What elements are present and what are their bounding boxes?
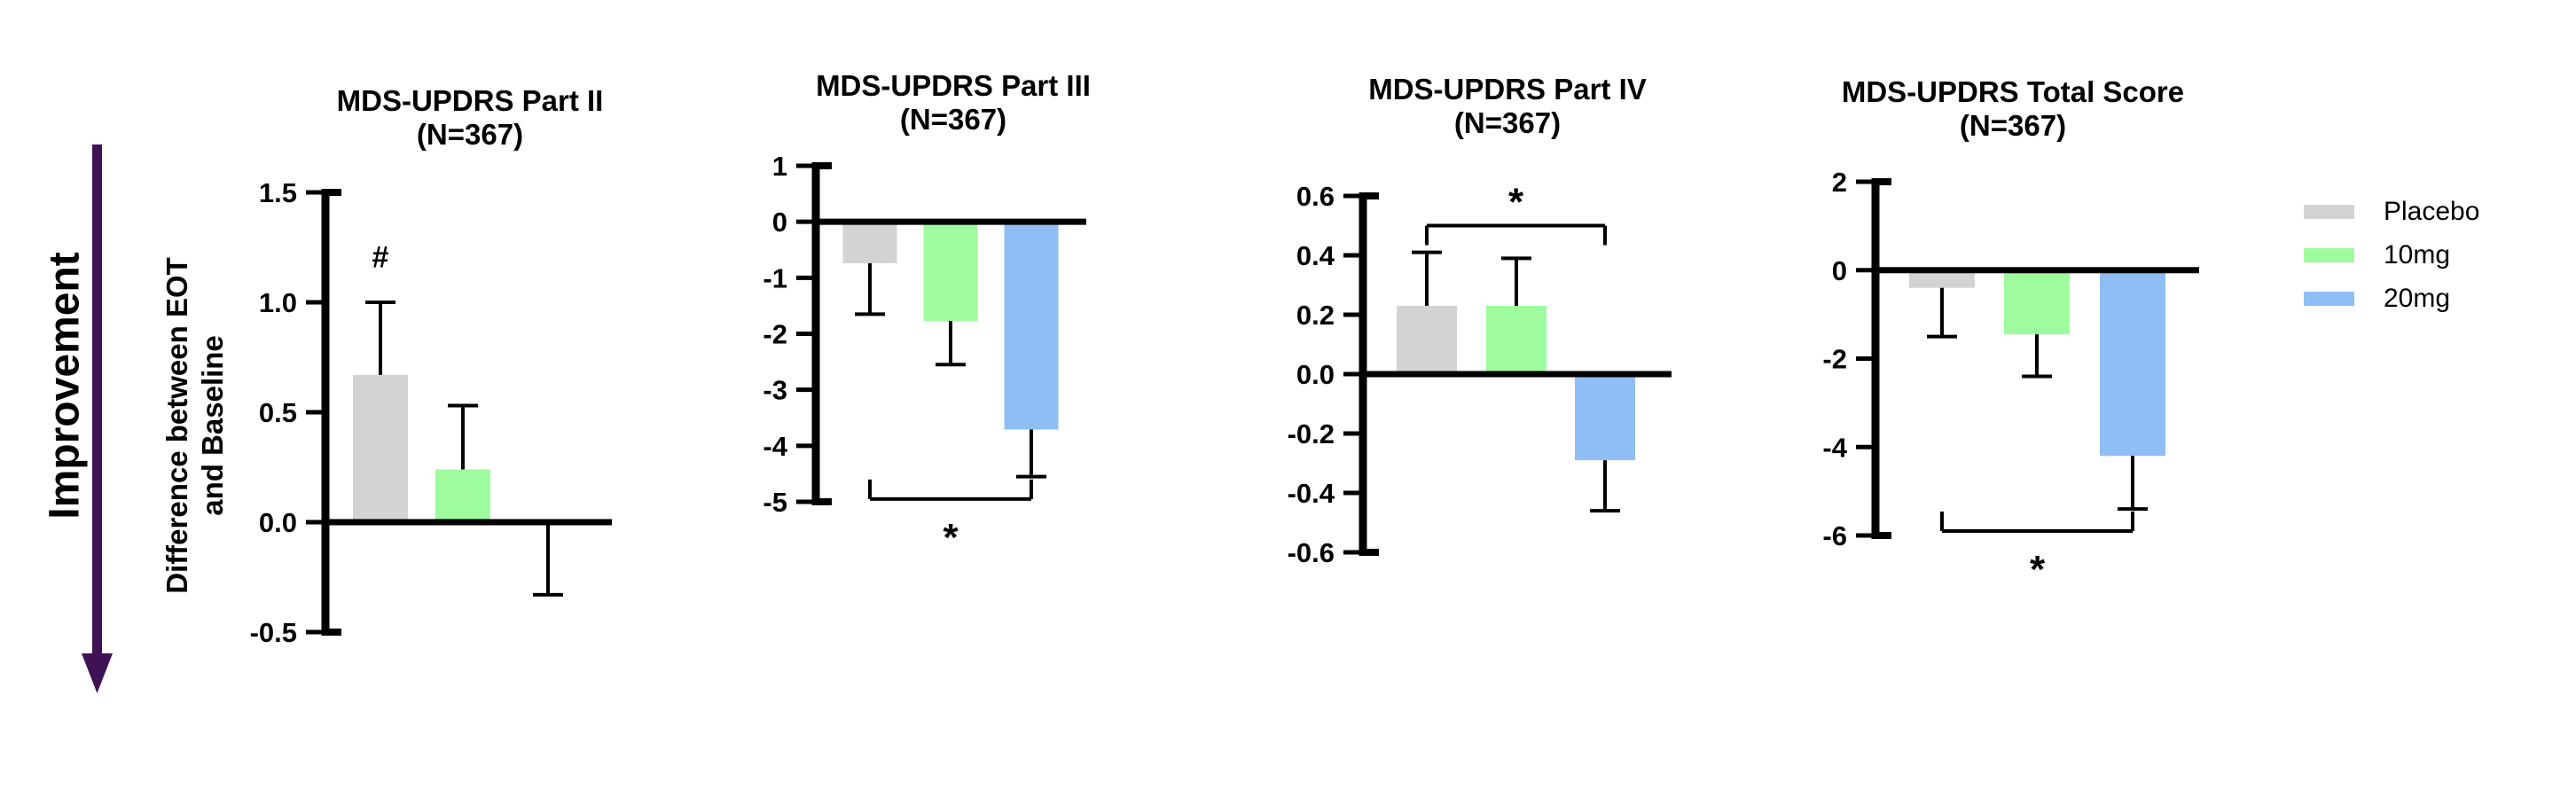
bar-20mg [1004,222,1059,430]
y-axis-label-line1: Difference between EOT [161,257,193,594]
chart-title-part4: MDS-UPDRS Part IV (N=367) [1224,73,1791,140]
significance-star: * [943,516,959,559]
legend-swatch-placebo [2304,204,2354,219]
chart-3-plot: 0.6 0.4 0.2 0.0 -0.2 -0.4 -0.6 * [1288,181,1672,568]
chart-subtitle-part2: (N=367) [416,118,524,151]
y-tick-label: 0.0 [259,507,297,538]
chart-subtitle-total: (N=367) [1959,109,2067,142]
y-tick-label: -5 [763,487,787,518]
y-tick-label: 0 [772,207,787,238]
improvement-label: Improvement [41,252,89,520]
chart-title-part3-text: MDS-UPDRS Part III [816,69,1091,102]
y-tick-label: -4 [1822,432,1847,463]
y-tick-label: -0.5 [250,617,297,648]
y-tick-label: 0.4 [1296,240,1335,271]
bar-10mg [1486,305,1546,374]
y-tick-label: 0 [1832,255,1847,286]
bar-10mg [923,222,978,321]
y-tick-label: 0.0 [1296,359,1335,390]
y-axis-label-line2: and Baseline [196,335,229,516]
chart-title-total-text: MDS-UPDRS Total Score [1841,75,2185,108]
chart-title-part3: MDS-UPDRS Part III (N=367) [669,69,1237,137]
y-tick-label: -0.4 [1288,478,1335,509]
significance-hash: # [372,240,389,274]
y-tick-label: -2 [1822,344,1847,375]
y-tick-label: -0.6 [1288,537,1335,568]
chart-title-part2-text: MDS-UPDRS Part II [336,84,604,117]
bar-20mg [1575,374,1635,461]
y-tick-label: 2 [1832,167,1847,198]
y-tick-label: 1 [772,151,787,182]
y-tick-label: -4 [763,431,787,462]
bar-placebo [1397,305,1457,374]
y-tick-label: -2 [763,319,787,350]
bar-placebo [842,222,897,263]
legend-item-10mg: 10mg [2304,233,2479,277]
y-tick-label: -0.2 [1288,418,1335,449]
y-tick-label: -3 [763,375,787,406]
significance-star: * [1508,181,1524,224]
bar-placebo [1909,270,1975,288]
improvement-down-arrow-icon [82,145,113,693]
chart-title-total: MDS-UPDRS Total Score (N=367) [1729,75,2297,143]
chart-2-plot: 1 0 -1 -2 -3 -4 -5 * [763,151,1086,559]
y-tick-label: -1 [763,262,787,293]
bar-10mg [435,469,490,522]
legend-swatch-20mg [2304,291,2354,306]
y-tick-label: -6 [1822,520,1847,551]
chart-title-part4-text: MDS-UPDRS Part IV [1368,73,1647,105]
chart-subtitle-part3: (N=367) [899,103,1007,136]
y-axis-label: Difference between EOT and Baseline [160,257,231,594]
significance-star: * [2030,548,2046,591]
legend: Placebo 10mg 20mg [2304,190,2479,320]
legend-label-10mg: 10mg [2384,239,2451,270]
y-tick-label: 1.0 [259,287,297,318]
chart-title-part2: MDS-UPDRS Part II (N=367) [186,84,754,152]
legend-label-20mg: 20mg [2384,283,2451,313]
bar-10mg [2004,270,2070,335]
chart-4-plot: 2 0 -2 -4 -6 * [1822,167,2199,591]
y-tick-label: 0.6 [1296,181,1335,212]
bar-placebo [353,374,408,522]
chart-subtitle-part4: (N=367) [1453,106,1562,139]
legend-label-placebo: Placebo [2384,196,2480,226]
y-tick-label: 0.2 [1296,300,1335,331]
legend-item-20mg: 20mg [2304,277,2479,320]
y-tick-label: 1.5 [259,177,297,208]
legend-swatch-10mg [2304,247,2354,262]
y-tick-label: 0.5 [259,397,297,428]
legend-item-placebo: Placebo [2304,190,2479,233]
chart-1-plot: 1.5 1.0 0.5 0.0 -0.5 # [250,177,612,648]
bar-20mg [2100,270,2165,457]
